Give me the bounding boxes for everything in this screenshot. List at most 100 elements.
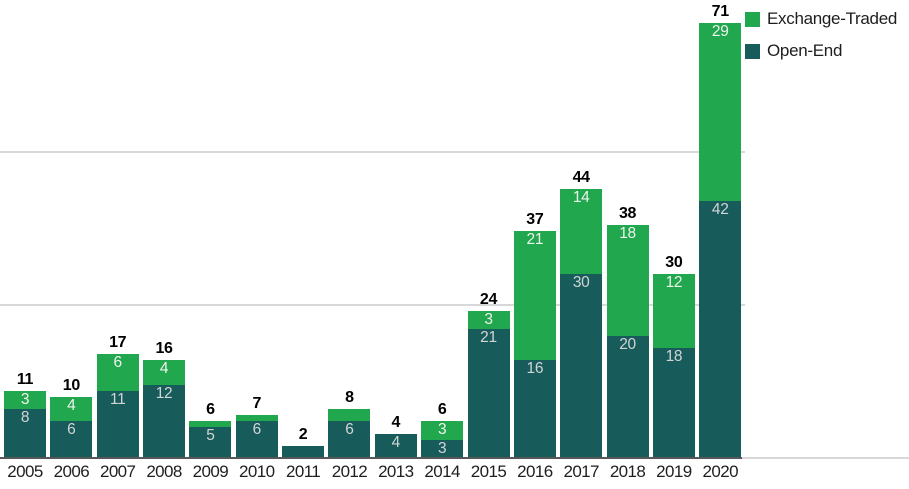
segment-value-label: 21 xyxy=(480,329,497,347)
segment-open-end-2005: 8 xyxy=(4,409,46,458)
segment-value-label: 42 xyxy=(711,200,729,218)
segment-value-label: 4 xyxy=(391,433,401,451)
segment-exchange-traded-2008: 4 xyxy=(143,360,186,385)
segment-open-end-2006: 6 xyxy=(50,421,93,458)
bar-2006: 10 4 6 xyxy=(50,377,93,458)
legend-label-exchange-traded: Exchange-Traded xyxy=(767,9,898,28)
x-axis-label-2013: 2013 xyxy=(378,462,414,481)
segment-exchange-traded-2007: 6 xyxy=(96,353,139,391)
bar-2008: 16 4 12 xyxy=(143,340,186,458)
legend-item-open-end: Open-End xyxy=(745,41,897,61)
x-axis-label-2007: 2007 xyxy=(99,462,136,481)
bar-2015: 24 3 21 xyxy=(467,291,510,458)
total-label-2012: 8 xyxy=(345,389,354,407)
segment-exchange-traded-2018: 18 xyxy=(606,225,649,336)
bar-2018: 38 18 20 xyxy=(606,205,649,458)
segment-value-label: 4 xyxy=(67,396,76,414)
segment-exchange-traded-2019: 12 xyxy=(652,274,695,348)
x-axis-label-2017: 2017 xyxy=(563,462,599,481)
total-label-2009: 6 xyxy=(206,401,215,419)
segment-value-label: 12 xyxy=(665,274,683,292)
x-axis-label-2009: 2009 xyxy=(192,462,229,481)
x-axis-label-2014: 2014 xyxy=(424,462,460,481)
segment-open-end-2009: 5 xyxy=(189,427,232,458)
total-label-2016: 37 xyxy=(526,211,544,229)
segment-value-label: 6 xyxy=(252,421,262,439)
segment-value-label: 21 xyxy=(526,231,544,249)
x-axis-label-2008: 2008 xyxy=(146,462,182,481)
x-axis-label-2011: 2011 xyxy=(286,462,321,481)
segment-value-label: 14 xyxy=(572,188,590,206)
total-label-2013: 4 xyxy=(391,413,401,431)
segment-open-end-2016: 16 xyxy=(513,360,556,458)
segment-value-label: 11 xyxy=(109,390,126,408)
total-label-2007: 17 xyxy=(109,333,127,351)
x-axis-label-2020: 2020 xyxy=(702,462,739,481)
segment-value-label: 3 xyxy=(437,421,447,439)
x-axis-label-2012: 2012 xyxy=(331,462,368,481)
segment-open-end-2012: 6 xyxy=(328,421,371,458)
open-end-swatch-icon xyxy=(745,43,760,59)
total-label-2020: 71 xyxy=(711,3,730,21)
bar-2011: 2 xyxy=(282,426,325,458)
total-label-2019: 30 xyxy=(665,254,683,272)
segment-exchange-traded-2005: 3 xyxy=(4,390,46,410)
segment-value-label: 6 xyxy=(67,421,76,439)
bar-2007: 17 6 11 xyxy=(96,334,139,458)
segment-open-end-2015: 21 xyxy=(467,329,510,458)
segment-value-label: 6 xyxy=(345,421,354,439)
segment-open-end-2013: 4 xyxy=(374,433,417,458)
segment-open-end-2011 xyxy=(282,445,325,458)
segment-exchange-traded-2017: 14 xyxy=(560,188,603,275)
x-axis-label-2016: 2016 xyxy=(517,462,553,481)
segment-value-label: 6 xyxy=(113,353,123,371)
segment-exchange-traded-2012 xyxy=(328,409,371,422)
segment-open-end-2014: 3 xyxy=(421,439,464,458)
segment-exchange-traded-2006: 4 xyxy=(50,396,93,422)
total-label-2008: 16 xyxy=(155,340,173,358)
x-axis-label-2019: 2019 xyxy=(656,462,692,481)
segment-exchange-traded-2016: 21 xyxy=(513,231,556,361)
total-label-2011: 2 xyxy=(298,425,308,443)
segment-open-end-2019: 18 xyxy=(652,347,695,458)
bar-2020: 71 29 42 xyxy=(699,3,742,458)
segment-open-end-2020: 42 xyxy=(699,200,742,458)
legend: Exchange-Traded Open-End xyxy=(745,9,897,61)
gridline-50 xyxy=(0,150,745,153)
segment-exchange-traded-2015: 3 xyxy=(467,311,510,330)
segment-open-end-2007: 11 xyxy=(96,390,139,458)
segment-value-label: 4 xyxy=(159,360,169,378)
total-label-2017: 44 xyxy=(572,168,591,186)
bar-2005: 11 3 8 xyxy=(4,371,46,458)
x-axis-label-2015: 2015 xyxy=(470,462,507,481)
bar-2016: 37 21 16 xyxy=(513,211,556,458)
x-axis-label-2006: 2006 xyxy=(53,462,90,481)
legend-item-exchange-traded: Exchange-Traded xyxy=(745,9,897,29)
segment-value-label: 12 xyxy=(155,384,173,402)
x-axis-label-2010: 2010 xyxy=(239,462,275,481)
segment-exchange-traded-2009 xyxy=(189,421,232,428)
segment-value-label: 3 xyxy=(437,439,447,457)
segment-open-end-2008: 12 xyxy=(143,384,186,458)
total-label-2015: 24 xyxy=(479,291,498,309)
segment-value-label: 3 xyxy=(20,390,30,408)
x-axis-line xyxy=(0,457,742,459)
total-label-2006: 10 xyxy=(62,376,81,394)
total-label-2005: 11 xyxy=(16,370,34,388)
segment-exchange-traded-2010 xyxy=(235,415,278,422)
total-label-2014: 6 xyxy=(437,401,447,419)
segment-value-label: 3 xyxy=(484,311,493,329)
segment-open-end-2017: 30 xyxy=(560,274,603,458)
total-label-2010: 7 xyxy=(252,395,262,413)
segment-exchange-traded-2014: 3 xyxy=(421,421,464,440)
bar-2017: 44 14 30 xyxy=(560,169,603,458)
segment-open-end-2010: 6 xyxy=(235,421,278,458)
x-axis-line-extension xyxy=(742,457,909,459)
segment-value-label: 18 xyxy=(619,225,636,243)
